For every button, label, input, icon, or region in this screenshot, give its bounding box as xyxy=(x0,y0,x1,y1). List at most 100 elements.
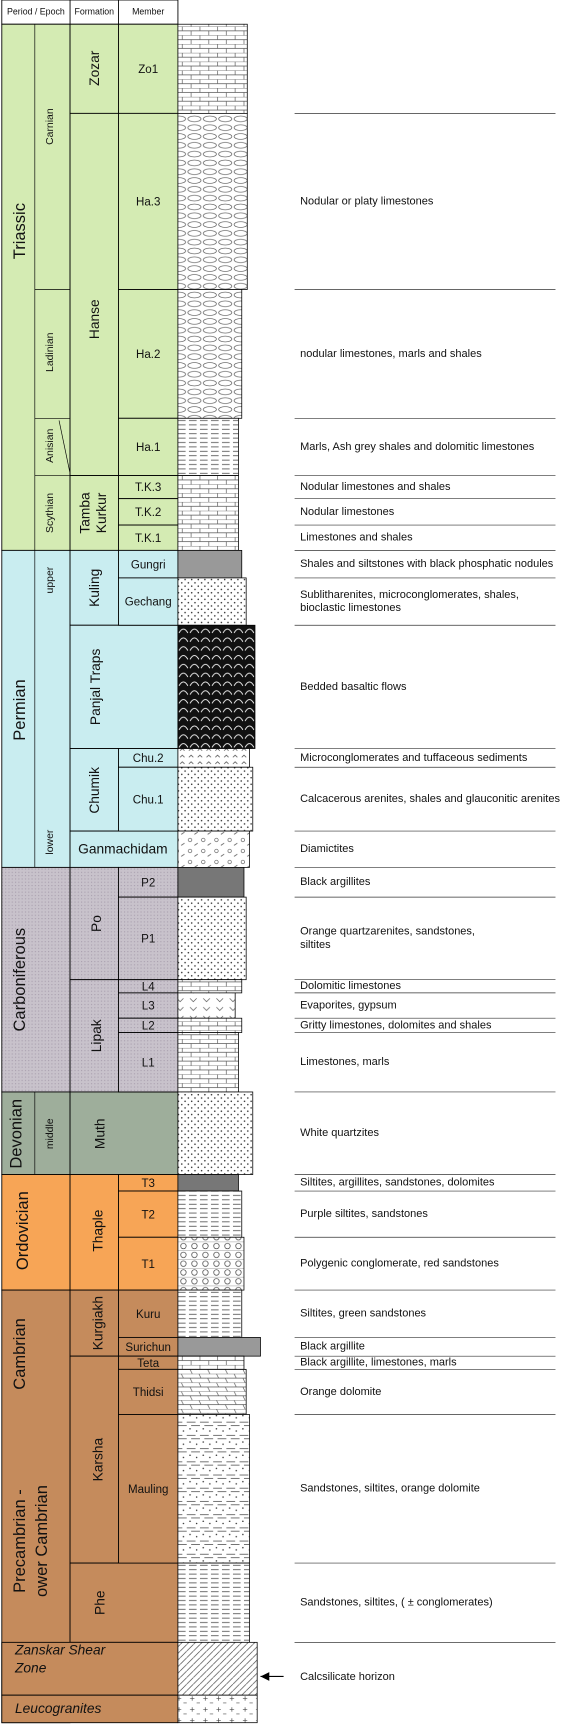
member-box xyxy=(118,112,179,290)
lithology-bed xyxy=(177,867,245,898)
description: Limestones and shales xyxy=(300,532,413,544)
lithology-bed xyxy=(177,1414,250,1564)
lithology-bed xyxy=(177,1562,250,1643)
member-name: L4 xyxy=(142,981,155,993)
description: Calcacerous arenites, shales and glaucon… xyxy=(300,793,560,805)
epoch-name: middle xyxy=(45,1118,56,1149)
member-name: T2 xyxy=(141,1209,154,1221)
member-box xyxy=(118,549,179,579)
member-box xyxy=(118,23,179,114)
member-box xyxy=(118,766,179,832)
member-box xyxy=(118,498,179,526)
member-name: Thidsi xyxy=(133,1387,164,1399)
formation-name: Tamba xyxy=(78,492,93,534)
header-formation: Formation xyxy=(74,6,114,16)
member-name: Gungri xyxy=(131,559,166,571)
member-name: Kuru xyxy=(136,1309,160,1321)
member-name: Chu.1 xyxy=(133,794,164,806)
formation-box xyxy=(69,979,119,1093)
member-name: Surichun xyxy=(125,1342,171,1354)
period-name: Permian xyxy=(11,679,29,740)
period-box xyxy=(1,1174,71,1291)
lithology-bed xyxy=(177,1174,239,1192)
formation-name: Karsha xyxy=(90,1437,105,1481)
member-name: Teta xyxy=(137,1358,159,1370)
lithology-bed xyxy=(177,766,254,832)
description: Black argillite, limestones, marls xyxy=(300,1357,457,1369)
member-name: P1 xyxy=(141,934,155,946)
description: Sublitharenites, microconglomerates, sha… xyxy=(300,589,519,601)
description: White quartzites xyxy=(300,1127,379,1139)
period-name: Ordovician xyxy=(14,1191,32,1270)
member-name: Zo1 xyxy=(138,64,158,76)
lithology-bed xyxy=(177,417,239,476)
lithology-bed xyxy=(177,1355,245,1370)
member-box xyxy=(118,417,179,476)
member-name: T3 xyxy=(141,1178,154,1190)
description: Shales and siltstones with black phospha… xyxy=(300,558,554,570)
description: Marls, Ash grey shales and dolomitic lim… xyxy=(300,441,535,453)
member-name: L2 xyxy=(142,1021,155,1033)
lithology-bed xyxy=(177,475,239,551)
description: Black argillites xyxy=(300,876,371,888)
formation-box xyxy=(69,23,119,114)
description: Microconglomerates and tuffaceous sedime… xyxy=(300,752,528,764)
formation-name: Muth xyxy=(92,1118,107,1149)
formation-box xyxy=(1,1694,179,1724)
epoch-name: upper xyxy=(45,566,56,593)
member-name: T.K.3 xyxy=(135,482,161,494)
epoch-name: Scythian xyxy=(45,493,56,533)
header: Period / Epoch Formation Member xyxy=(1,0,179,25)
member-name: T.K.1 xyxy=(135,533,161,545)
lithology-bed xyxy=(177,1368,247,1415)
description: Purple siltites, sandstones xyxy=(300,1208,428,1220)
formation-box xyxy=(69,830,179,868)
description: Bedded basaltic flows xyxy=(300,681,407,693)
period-name: Triassic xyxy=(11,203,29,259)
formation-name: Zone xyxy=(14,1661,47,1676)
lithology-bed xyxy=(177,624,256,749)
lithology-bed xyxy=(177,1694,258,1724)
lithology-bed xyxy=(177,896,247,981)
description: siltites xyxy=(300,939,331,951)
description: Diamictites xyxy=(300,843,354,855)
lithology-bed xyxy=(177,1641,258,1696)
formation-name: Kurkur xyxy=(94,492,109,533)
period-name: Cambrian xyxy=(11,1318,29,1390)
formation-name: Hanse xyxy=(87,299,102,339)
member-name: T.K.2 xyxy=(135,507,161,519)
formation-box xyxy=(69,1091,179,1175)
lithology-bed xyxy=(177,1289,243,1338)
formation-name: Leucogranites xyxy=(15,1701,102,1716)
lithology-bed xyxy=(177,830,250,868)
description: Calcsilicate horizon xyxy=(300,1671,395,1683)
formation-box xyxy=(1,1641,179,1696)
formation-name: Kurgiakh xyxy=(90,1296,105,1350)
description: nodular limestones, marls and shales xyxy=(300,348,482,360)
epoch-name: Carnian xyxy=(45,108,56,145)
epoch-name: Anisian xyxy=(45,428,56,462)
formation-box xyxy=(69,1355,119,1564)
description: Gritty limestones, dolomites and shales xyxy=(300,1019,492,1031)
formation-name: Zanskar Shear xyxy=(14,1642,107,1657)
header-member: Member xyxy=(132,6,164,16)
description: Evaporites, gypsum xyxy=(300,999,397,1011)
formation-name: Thaple xyxy=(90,1209,105,1251)
formation-name: Ganmachidam xyxy=(78,841,167,856)
formation-box xyxy=(69,1562,179,1643)
member-name: Mauling xyxy=(128,1484,168,1496)
formation-name: Panjal Traps xyxy=(88,649,103,726)
member-name: L3 xyxy=(142,1001,155,1013)
description: Orange quartzarenites, sandstones, xyxy=(300,926,475,938)
member-name: T1 xyxy=(141,1259,154,1271)
description: Dolomitic limestones xyxy=(300,980,401,992)
description: Siltites, argillites, sandstones, dolomi… xyxy=(300,1177,495,1189)
formation-name: Lipak xyxy=(89,1019,104,1052)
description: Nodular limestones and shales xyxy=(300,481,451,493)
member-box xyxy=(118,1414,179,1564)
epoch-boundary xyxy=(58,420,71,474)
formation-name: Kuling xyxy=(87,569,102,607)
member-box xyxy=(118,289,179,419)
member-name: Gechang xyxy=(125,597,172,609)
